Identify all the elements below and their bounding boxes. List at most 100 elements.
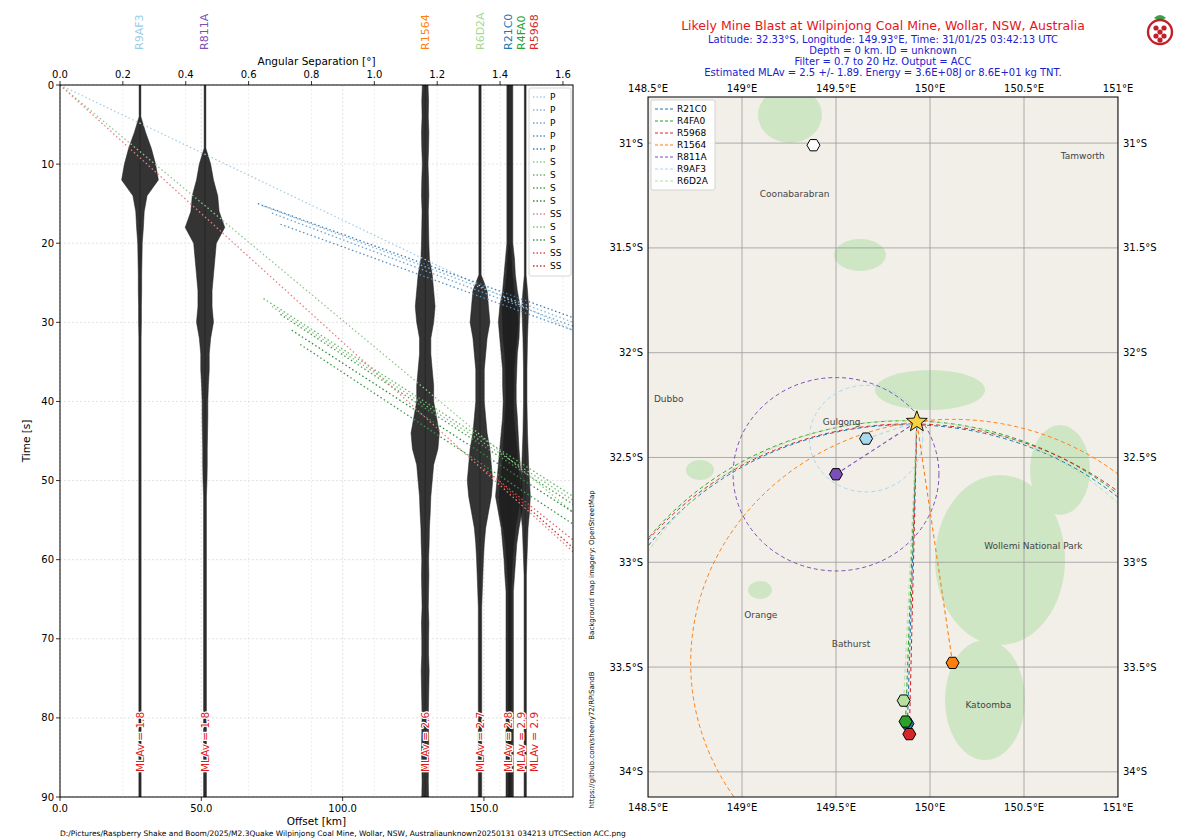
station-label: R811A: [198, 13, 211, 50]
legend-swatch: [533, 96, 547, 97]
legend-swatch: [655, 144, 673, 145]
mlav-label: MLAv = 2.8: [502, 712, 514, 772]
axis-title: Time [s]: [20, 420, 32, 464]
subtitle: Estimated MLAv = 2.5 +/- 1.89. Energy = …: [704, 67, 1061, 78]
tick-label: 151°E: [1103, 83, 1133, 94]
legend-label: R811A: [677, 152, 707, 162]
tick-label: 150.5°E: [1004, 802, 1044, 813]
logo-dot: [1153, 33, 1158, 38]
legend-label: R6D2A: [677, 176, 709, 186]
tick-label: 40: [41, 396, 54, 407]
figure: 0.050.0100.0150.00.00.20.40.60.81.01.21.…: [0, 0, 1200, 840]
phase-line: [498, 481, 573, 548]
tick: [60, 797, 61, 801]
tick-label: 150°E: [915, 83, 945, 94]
phase-line: [484, 469, 573, 540]
tick-label: 150°E: [915, 802, 945, 813]
legend-label: P: [550, 131, 556, 141]
tick: [185, 81, 186, 85]
place-label: Katoomba: [965, 700, 1011, 710]
tick-label: 0.4: [178, 69, 194, 80]
tick-label: 150.5°E: [1004, 83, 1044, 94]
event-star: [906, 411, 927, 431]
legend-swatch: [533, 109, 547, 110]
phase-line: [272, 213, 573, 326]
tick: [56, 638, 60, 639]
phase-line: [300, 344, 573, 524]
grid-line: [122, 85, 123, 797]
tick-label: 0.2: [115, 69, 131, 80]
grid-line: [648, 143, 1118, 144]
legend-swatch: [655, 132, 673, 133]
tick-label: 149.5°E: [816, 83, 856, 94]
grid-line: [60, 322, 573, 323]
tick: [56, 797, 60, 798]
grid-line: [60, 401, 573, 402]
phase-line: [60, 85, 573, 552]
distance-circle: [809, 385, 922, 492]
tick: [437, 81, 438, 85]
tick-label: 148.5°E: [628, 83, 668, 94]
map-area: [648, 97, 1118, 797]
legend-label: R1564: [677, 140, 706, 150]
record-section: 0.050.0100.0150.00.00.20.40.60.81.01.21.…: [20, 12, 573, 827]
tick-label: 1.0: [366, 69, 382, 80]
source-url: https://github.com/sheeny72/RPiSandB: [588, 671, 596, 808]
subtitle: Depth = 0 km. ID = unknown: [809, 45, 956, 56]
phase-line: [60, 85, 573, 512]
tick-label: 80: [41, 712, 54, 723]
tick-label: 150.0: [470, 803, 499, 814]
legend-label: P: [550, 118, 556, 128]
tick: [60, 81, 61, 85]
legend-swatch: [533, 226, 547, 227]
logo-ring: [1148, 20, 1172, 44]
legend-label: S: [550, 235, 556, 245]
phase-line: [264, 206, 574, 322]
station-marker: [897, 695, 910, 706]
phase-line: [60, 85, 573, 330]
station-marker: [807, 140, 820, 151]
tick-label: 34°S: [1123, 766, 1147, 777]
legend-label: P: [550, 144, 556, 154]
legend-label: P: [550, 105, 556, 115]
logo-dot: [1153, 25, 1158, 30]
legend-swatch: [655, 180, 673, 181]
tick-label: 151°E: [1103, 802, 1133, 813]
distance-circle: [733, 378, 939, 571]
tick: [56, 85, 60, 86]
legend-swatch: [533, 187, 547, 188]
grid-line: [248, 85, 249, 797]
mlav-label: MLAv = 2.9: [528, 712, 540, 772]
distance-circle: [648, 421, 1118, 797]
grid-line: [60, 559, 573, 560]
tick-label: 33.5°S: [609, 662, 643, 673]
park-area: [945, 640, 1025, 760]
phase-line: [258, 204, 573, 318]
tick-label: 70: [41, 633, 54, 644]
legend-swatch: [533, 252, 547, 253]
tick-label: 50.0: [190, 803, 212, 814]
grid-line: [185, 85, 186, 797]
tick: [483, 797, 484, 801]
map-ground: [648, 97, 1118, 797]
place-label: Gulgong: [823, 417, 861, 427]
phase-line: [292, 330, 573, 512]
grid-line: [311, 85, 312, 797]
tick-label: 149°E: [727, 802, 757, 813]
grid-line: [342, 85, 343, 797]
legend-swatch: [533, 148, 547, 149]
tick-label: 0: [48, 80, 54, 91]
park-area: [686, 460, 714, 480]
distance-circle: [648, 425, 1118, 797]
grid-line: [648, 667, 1118, 668]
plot-frame: [60, 85, 573, 797]
station-label: R6D2A: [474, 12, 487, 50]
tick-label: 90: [41, 792, 54, 803]
station-marker: [946, 657, 959, 668]
map: DubboGulgongCoonabarabranTamworthOrangeB…: [574, 83, 1200, 840]
tick-label: 149.5°E: [816, 802, 856, 813]
subtitle: Filter = 0.7 to 20 Hz. Output = ACC: [795, 56, 972, 67]
logo: [1148, 15, 1172, 44]
tick-label: 31°S: [619, 138, 643, 149]
legend-label: P: [550, 92, 556, 102]
